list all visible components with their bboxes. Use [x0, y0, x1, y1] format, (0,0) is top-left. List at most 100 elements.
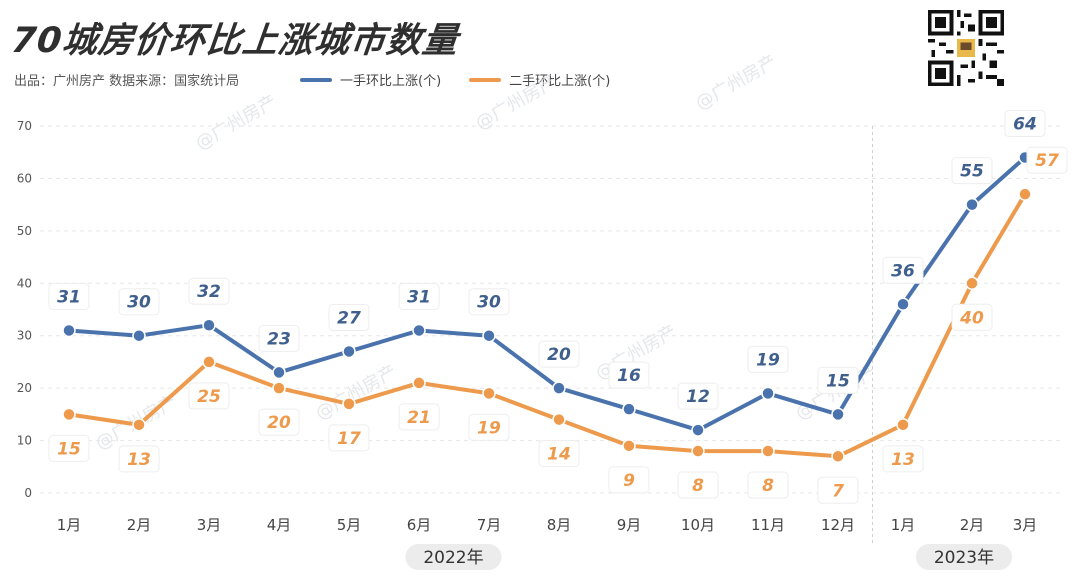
data-label-group: 20 — [258, 408, 300, 436]
data-label-bg — [1026, 146, 1068, 174]
data-label-bg — [328, 303, 370, 331]
legend-swatch-second-hand — [469, 77, 502, 82]
data-point — [412, 376, 426, 390]
data-label: 20 — [267, 413, 291, 433]
legend-item-second-hand: 二手环比上涨(个) — [469, 70, 610, 89]
data-label-bg — [608, 361, 650, 389]
data-label-group: 30 — [468, 288, 510, 316]
y-tick-label: 70 — [17, 119, 32, 133]
data-label-group: 36 — [882, 256, 924, 284]
data-label-group: 30 — [118, 288, 160, 316]
data-label-bg — [677, 471, 719, 499]
watermark-text: @广州房产 — [472, 71, 560, 134]
data-point — [691, 423, 705, 437]
data-label-bg — [398, 282, 440, 310]
data-label: 55 — [960, 162, 984, 182]
data-point — [132, 418, 146, 432]
data-label: 17 — [337, 429, 361, 449]
year-label: 2022年 — [423, 548, 483, 568]
data-label-bg — [608, 466, 650, 494]
data-label-group: 9 — [608, 466, 650, 494]
data-point — [482, 386, 496, 401]
data-label-bg — [118, 445, 160, 473]
data-label: 21 — [407, 408, 431, 428]
y-tick-label: 0 — [24, 486, 32, 500]
data-label-group: 21 — [398, 403, 440, 431]
data-label-bg — [118, 288, 160, 316]
data-label: 19 — [756, 350, 780, 370]
data-label-bg — [882, 256, 924, 284]
data-label: 14 — [547, 445, 571, 465]
x-tick-label: 2月 — [960, 516, 985, 534]
x-tick-label: 7月 — [477, 516, 502, 534]
x-tick-label: 8月 — [547, 516, 572, 534]
data-label-bg — [398, 403, 440, 431]
legend: 一手环比上涨(个) 二手环比上涨(个) — [300, 70, 610, 89]
data-label-group: 8 — [747, 471, 789, 499]
data-label-group: 31 — [48, 282, 90, 310]
data-label-group: 20 — [538, 340, 580, 368]
data-label-bg — [48, 434, 90, 462]
data-label-bg — [882, 445, 924, 473]
x-tick-label: 1月 — [891, 516, 916, 534]
data-label: 13 — [891, 450, 915, 470]
data-label-bg — [468, 413, 510, 441]
data-point — [831, 407, 845, 422]
qr-code-icon — [928, 10, 1004, 86]
data-point — [62, 407, 76, 422]
data-label-group: 64 — [1004, 109, 1046, 137]
x-tick-label: 12月 — [821, 516, 855, 534]
legend-swatch-new-home — [300, 77, 332, 82]
data-label: 19 — [477, 418, 501, 438]
data-point — [622, 402, 636, 416]
data-label-bg — [817, 366, 859, 394]
data-label-bg — [258, 324, 300, 352]
data-label: 25 — [197, 387, 221, 407]
data-label-group: 14 — [538, 440, 580, 468]
data-point — [552, 412, 566, 427]
data-label-group: 57 — [1026, 146, 1068, 174]
data-point — [761, 444, 775, 458]
data-point — [202, 355, 216, 369]
legend-item-new-home: 一手环比上涨(个) — [300, 70, 441, 89]
data-label: 9 — [623, 471, 635, 491]
data-label: 57 — [1035, 151, 1059, 171]
chart-subtitle: 出品：广州房产 数据来源：国家统计局 — [14, 74, 240, 89]
year-label-bg — [405, 544, 502, 570]
data-label-bg — [538, 340, 580, 368]
data-label: 23 — [267, 329, 291, 349]
data-label-group: 27 — [328, 303, 370, 331]
data-label-group: 32 — [188, 277, 230, 305]
data-point — [62, 323, 76, 338]
data-label: 32 — [197, 282, 221, 302]
data-label-group: 16 — [608, 361, 650, 389]
data-label-bg — [747, 471, 789, 499]
data-label-bg — [951, 157, 993, 185]
data-label: 31 — [407, 287, 431, 307]
x-tick-label: 4月 — [267, 516, 292, 534]
data-label: 36 — [891, 261, 915, 281]
data-label: 30 — [477, 293, 501, 313]
data-label-bg — [188, 277, 230, 305]
data-point — [482, 328, 496, 343]
data-label-group: 15 — [48, 434, 90, 462]
data-label-bg — [817, 476, 859, 504]
data-label-bg — [1004, 109, 1046, 137]
x-tick-label: 1月 — [57, 516, 82, 534]
data-label: 16 — [617, 366, 641, 386]
data-point — [342, 397, 356, 411]
data-point — [202, 318, 216, 332]
data-label-group: 19 — [468, 413, 510, 441]
data-label-group: 31 — [398, 282, 440, 310]
data-label-bg — [258, 408, 300, 436]
data-point — [761, 386, 775, 401]
data-label-group: 23 — [258, 324, 300, 352]
data-point — [1018, 187, 1032, 201]
x-tick-label: 9月 — [617, 516, 642, 534]
y-tick-label: 20 — [17, 381, 32, 395]
x-tick-label: 3月 — [197, 516, 222, 534]
watermark-text: @广州房产 — [692, 51, 780, 114]
data-label: 15 — [826, 371, 850, 391]
x-tick-label: 2月 — [127, 516, 152, 534]
